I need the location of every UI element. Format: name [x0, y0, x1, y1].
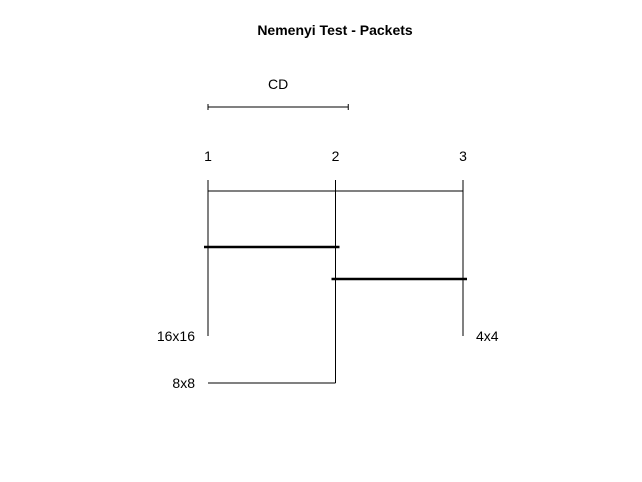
axis-tick-label: 3	[459, 148, 467, 164]
rank-axis: 1 2 3	[204, 148, 467, 192]
cd-label: CD	[268, 76, 288, 92]
method-label: 16x16	[157, 328, 195, 344]
axis-tick-label: 2	[332, 148, 340, 164]
cd-indicator: CD	[207, 76, 349, 110]
method-label: 8x8	[172, 375, 195, 391]
cliques	[204, 245, 467, 281]
chart-title: Nemenyi Test - Packets	[257, 22, 413, 38]
method-label: 4x4	[476, 328, 499, 344]
axis-tick-label: 1	[204, 148, 212, 164]
methods: 16x16 8x8 4x4	[157, 191, 499, 391]
